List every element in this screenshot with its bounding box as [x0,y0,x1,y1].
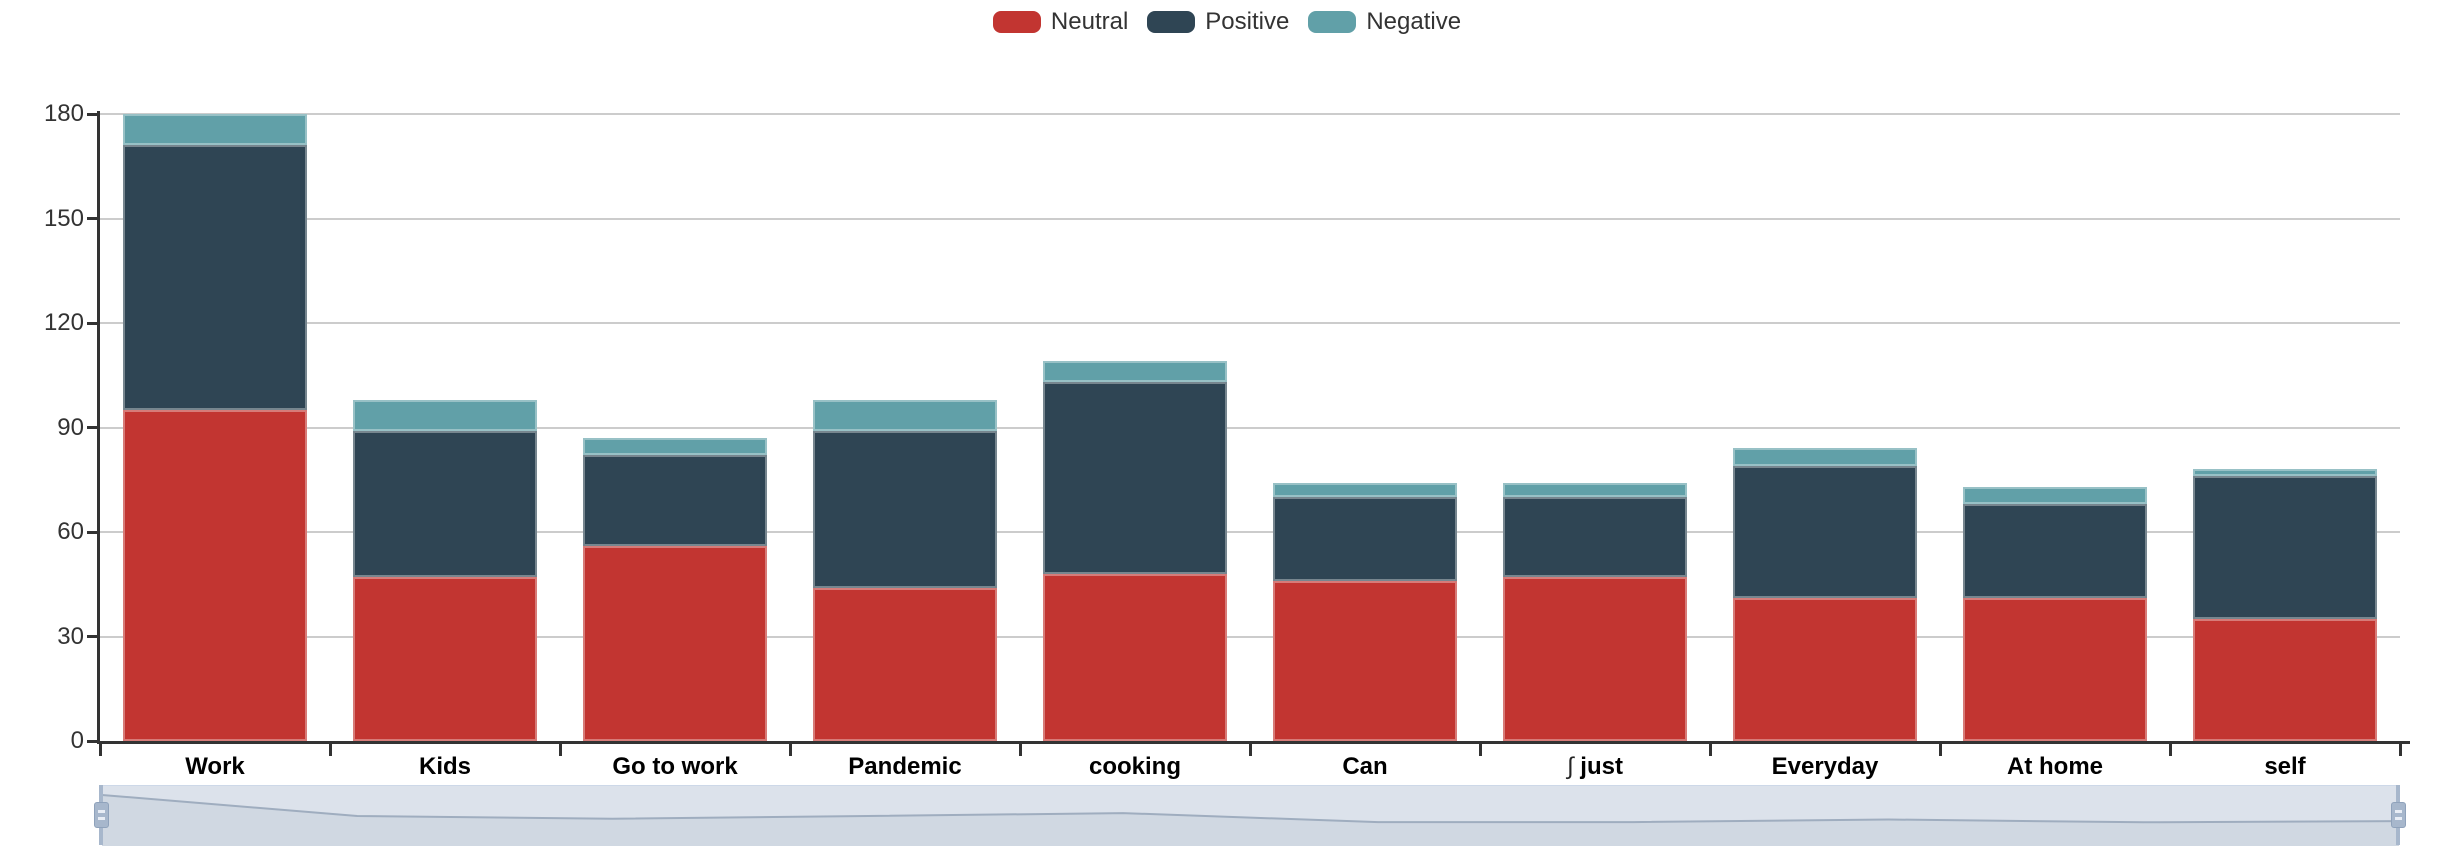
x-axis-tick [98,744,102,756]
bar-segment-neutral[interactable] [583,545,767,741]
gridline [100,531,2400,533]
bar-segment-positive[interactable] [1733,465,1917,599]
bar-segment-positive[interactable] [1273,497,1457,581]
y-axis-tick [87,635,100,638]
bar-segment-neutral[interactable] [1273,580,1457,741]
bar-segment-positive[interactable] [123,145,307,411]
grip-line [2394,817,2402,820]
gridline [100,426,2400,429]
bar-segment-positive[interactable] [353,430,537,578]
y-axis-tick [87,739,100,743]
y-axis-label: 180 [43,100,84,127]
legend-item-negative[interactable]: Negative [1308,8,1461,36]
x-axis-label: Pandemic [848,753,962,780]
grip-line [2394,810,2402,813]
y-axis-label: 120 [43,309,84,336]
slider-data-shadow [102,794,2399,846]
x-axis-label: Everyday [1771,753,1879,780]
legend-marker-icon [1308,11,1357,33]
bar-segment-positive[interactable] [1043,382,1227,574]
y-axis-label: 30 [57,622,84,650]
y-axis-label: 150 [43,204,84,232]
x-axis-label: ∫ just [1567,753,1623,780]
x-axis-label: Go to work [612,753,738,780]
x-axis-tick [1018,744,1022,756]
gridline [100,322,2400,324]
y-axis-tick [87,530,100,534]
grip-line [97,817,105,820]
gridline [100,113,2400,115]
legend: Neutral Positive Negative [0,6,2454,38]
y-axis-label: 90 [57,413,84,441]
bar-segment-neutral[interactable] [1963,598,2147,741]
bar-segment-positive[interactable] [2193,476,2377,620]
legend-label: Negative [1366,8,1462,35]
gridline [100,635,2400,638]
legend-item-positive[interactable]: Positive [1147,8,1289,36]
bar-segment-negative[interactable] [123,114,307,146]
x-axis-tick [1708,744,1712,756]
legend-marker-icon [1147,11,1196,33]
y-axis-label: 0 [70,727,84,754]
x-axis-tick [1248,744,1252,756]
y-axis-tick [87,217,100,220]
slider-handle-right[interactable] [2390,802,2406,828]
legend-marker-icon [992,11,1041,33]
bar-segment-neutral[interactable] [123,410,307,741]
x-axis-label: self [2264,753,2306,780]
x-axis-label: Work [185,753,245,780]
bar-segment-negative[interactable] [1503,483,1687,498]
bar-segment-positive[interactable] [813,430,997,588]
x-axis-tick [2398,744,2402,756]
y-axis-label: 60 [57,518,84,545]
bar-segment-negative[interactable] [1273,483,1457,498]
bar-segment-negative[interactable] [583,437,767,456]
bar-segment-negative[interactable] [1963,486,2147,505]
bar-segment-negative[interactable] [2193,469,2377,477]
x-axis-tick [328,744,332,756]
bar-segment-negative[interactable] [1733,448,1917,466]
x-axis-label: Kids [418,753,471,780]
gridline [100,217,2400,220]
y-axis-tick [87,321,100,325]
x-axis-tick [1478,744,1482,756]
legend-label: Positive [1205,8,1290,35]
bar-segment-positive[interactable] [583,455,767,546]
y-axis-tick [87,426,100,429]
datazoom-slider[interactable] [101,785,2399,846]
bar-segment-neutral[interactable] [813,587,997,741]
grip-line [97,810,105,813]
bar-segment-neutral[interactable] [1043,573,1227,741]
label-prefix-glyph: ∫ [1567,753,1581,780]
bar-segment-positive[interactable] [1963,504,2147,599]
x-axis-tick [1938,744,1942,756]
bar-segment-negative[interactable] [813,399,997,431]
x-axis-label: cooking [1088,753,1181,780]
legend-label: Neutral [1050,8,1129,35]
x-axis-tick [788,744,792,756]
bar-segment-negative[interactable] [1043,361,1227,383]
bar-segment-negative[interactable] [353,399,537,431]
x-axis-label: At home [2007,753,2103,780]
bar-segment-neutral[interactable] [353,577,537,741]
bar-segment-positive[interactable] [1503,497,1687,578]
x-axis-tick [2168,744,2172,756]
x-axis-tick [558,744,562,756]
bar-segment-neutral[interactable] [1503,577,1687,741]
x-axis-label: Can [1342,753,1388,780]
bar-segment-neutral[interactable] [1733,598,1917,741]
x-axis-line [97,741,2410,744]
y-axis-line [97,111,100,744]
legend-item-neutral[interactable]: Neutral [992,8,1129,36]
y-axis-tick [87,112,100,116]
slider-handle-left[interactable] [93,802,109,828]
bar-segment-neutral[interactable] [2193,619,2377,741]
